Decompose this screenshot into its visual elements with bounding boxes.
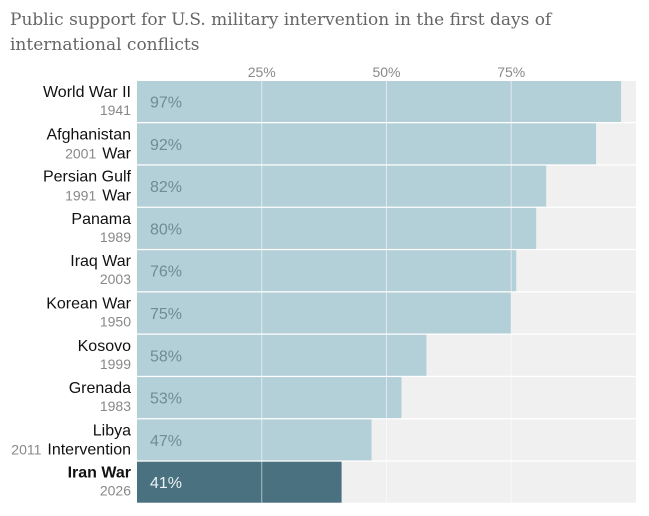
bar [137,165,547,207]
category-label: Persian Gulf [43,169,132,186]
bar [137,461,342,503]
category-year: 2001 [65,145,96,161]
x-tick-label: 75% [497,64,525,80]
data-label: 53% [150,391,182,408]
bar [137,250,517,292]
data-label: 41% [150,475,182,492]
data-label: 82% [150,179,182,196]
bar [137,207,537,249]
category-year: 2003 [100,271,131,287]
bar [137,292,512,334]
category-label: War [102,188,131,205]
category-label: Kosovo [78,338,131,355]
category-year: 1950 [100,314,131,330]
x-tick-label: 50% [372,64,400,80]
bar [137,81,622,122]
data-label: 97% [150,95,182,112]
data-label: 75% [150,306,182,323]
category-label: World War II [43,84,131,101]
category-year: 2011 [11,441,41,457]
bar [137,419,372,461]
category-year: 1941 [100,102,131,118]
data-label: 80% [150,221,182,238]
bar [137,377,402,419]
category-year: 1991 [65,188,96,204]
category-label: Grenada [69,380,131,397]
category-year: 1983 [100,398,131,414]
chart-title: Public support for U.S. military interve… [10,10,552,55]
category-year: 1989 [100,229,131,245]
category-label: Intervention [47,441,131,458]
category-year: 1999 [100,356,131,372]
data-label: 92% [150,137,182,154]
data-label: 58% [150,348,182,365]
category-year: 2026 [100,483,131,499]
bar [137,334,427,376]
category-label: Afghanistan [46,126,131,143]
category-label: Iran War [68,465,131,482]
data-label: 76% [150,264,182,281]
category-label: Libya [93,422,131,439]
x-tick-label: 25% [248,64,276,80]
category-label: Iraq War [70,253,131,270]
category-label: Panama [71,211,131,228]
data-label: 47% [150,433,182,450]
category-label: War [102,145,131,162]
bar [137,123,597,165]
category-label: Korean War [46,296,131,313]
